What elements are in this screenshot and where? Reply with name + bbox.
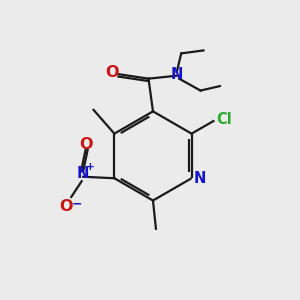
Text: O: O (59, 199, 73, 214)
Text: N: N (171, 67, 183, 82)
Text: N: N (194, 171, 206, 186)
Text: O: O (80, 136, 93, 152)
Text: N: N (77, 166, 89, 181)
Text: −: − (71, 197, 82, 210)
Text: Cl: Cl (216, 112, 232, 127)
Text: +: + (86, 162, 95, 172)
Text: O: O (106, 65, 119, 80)
